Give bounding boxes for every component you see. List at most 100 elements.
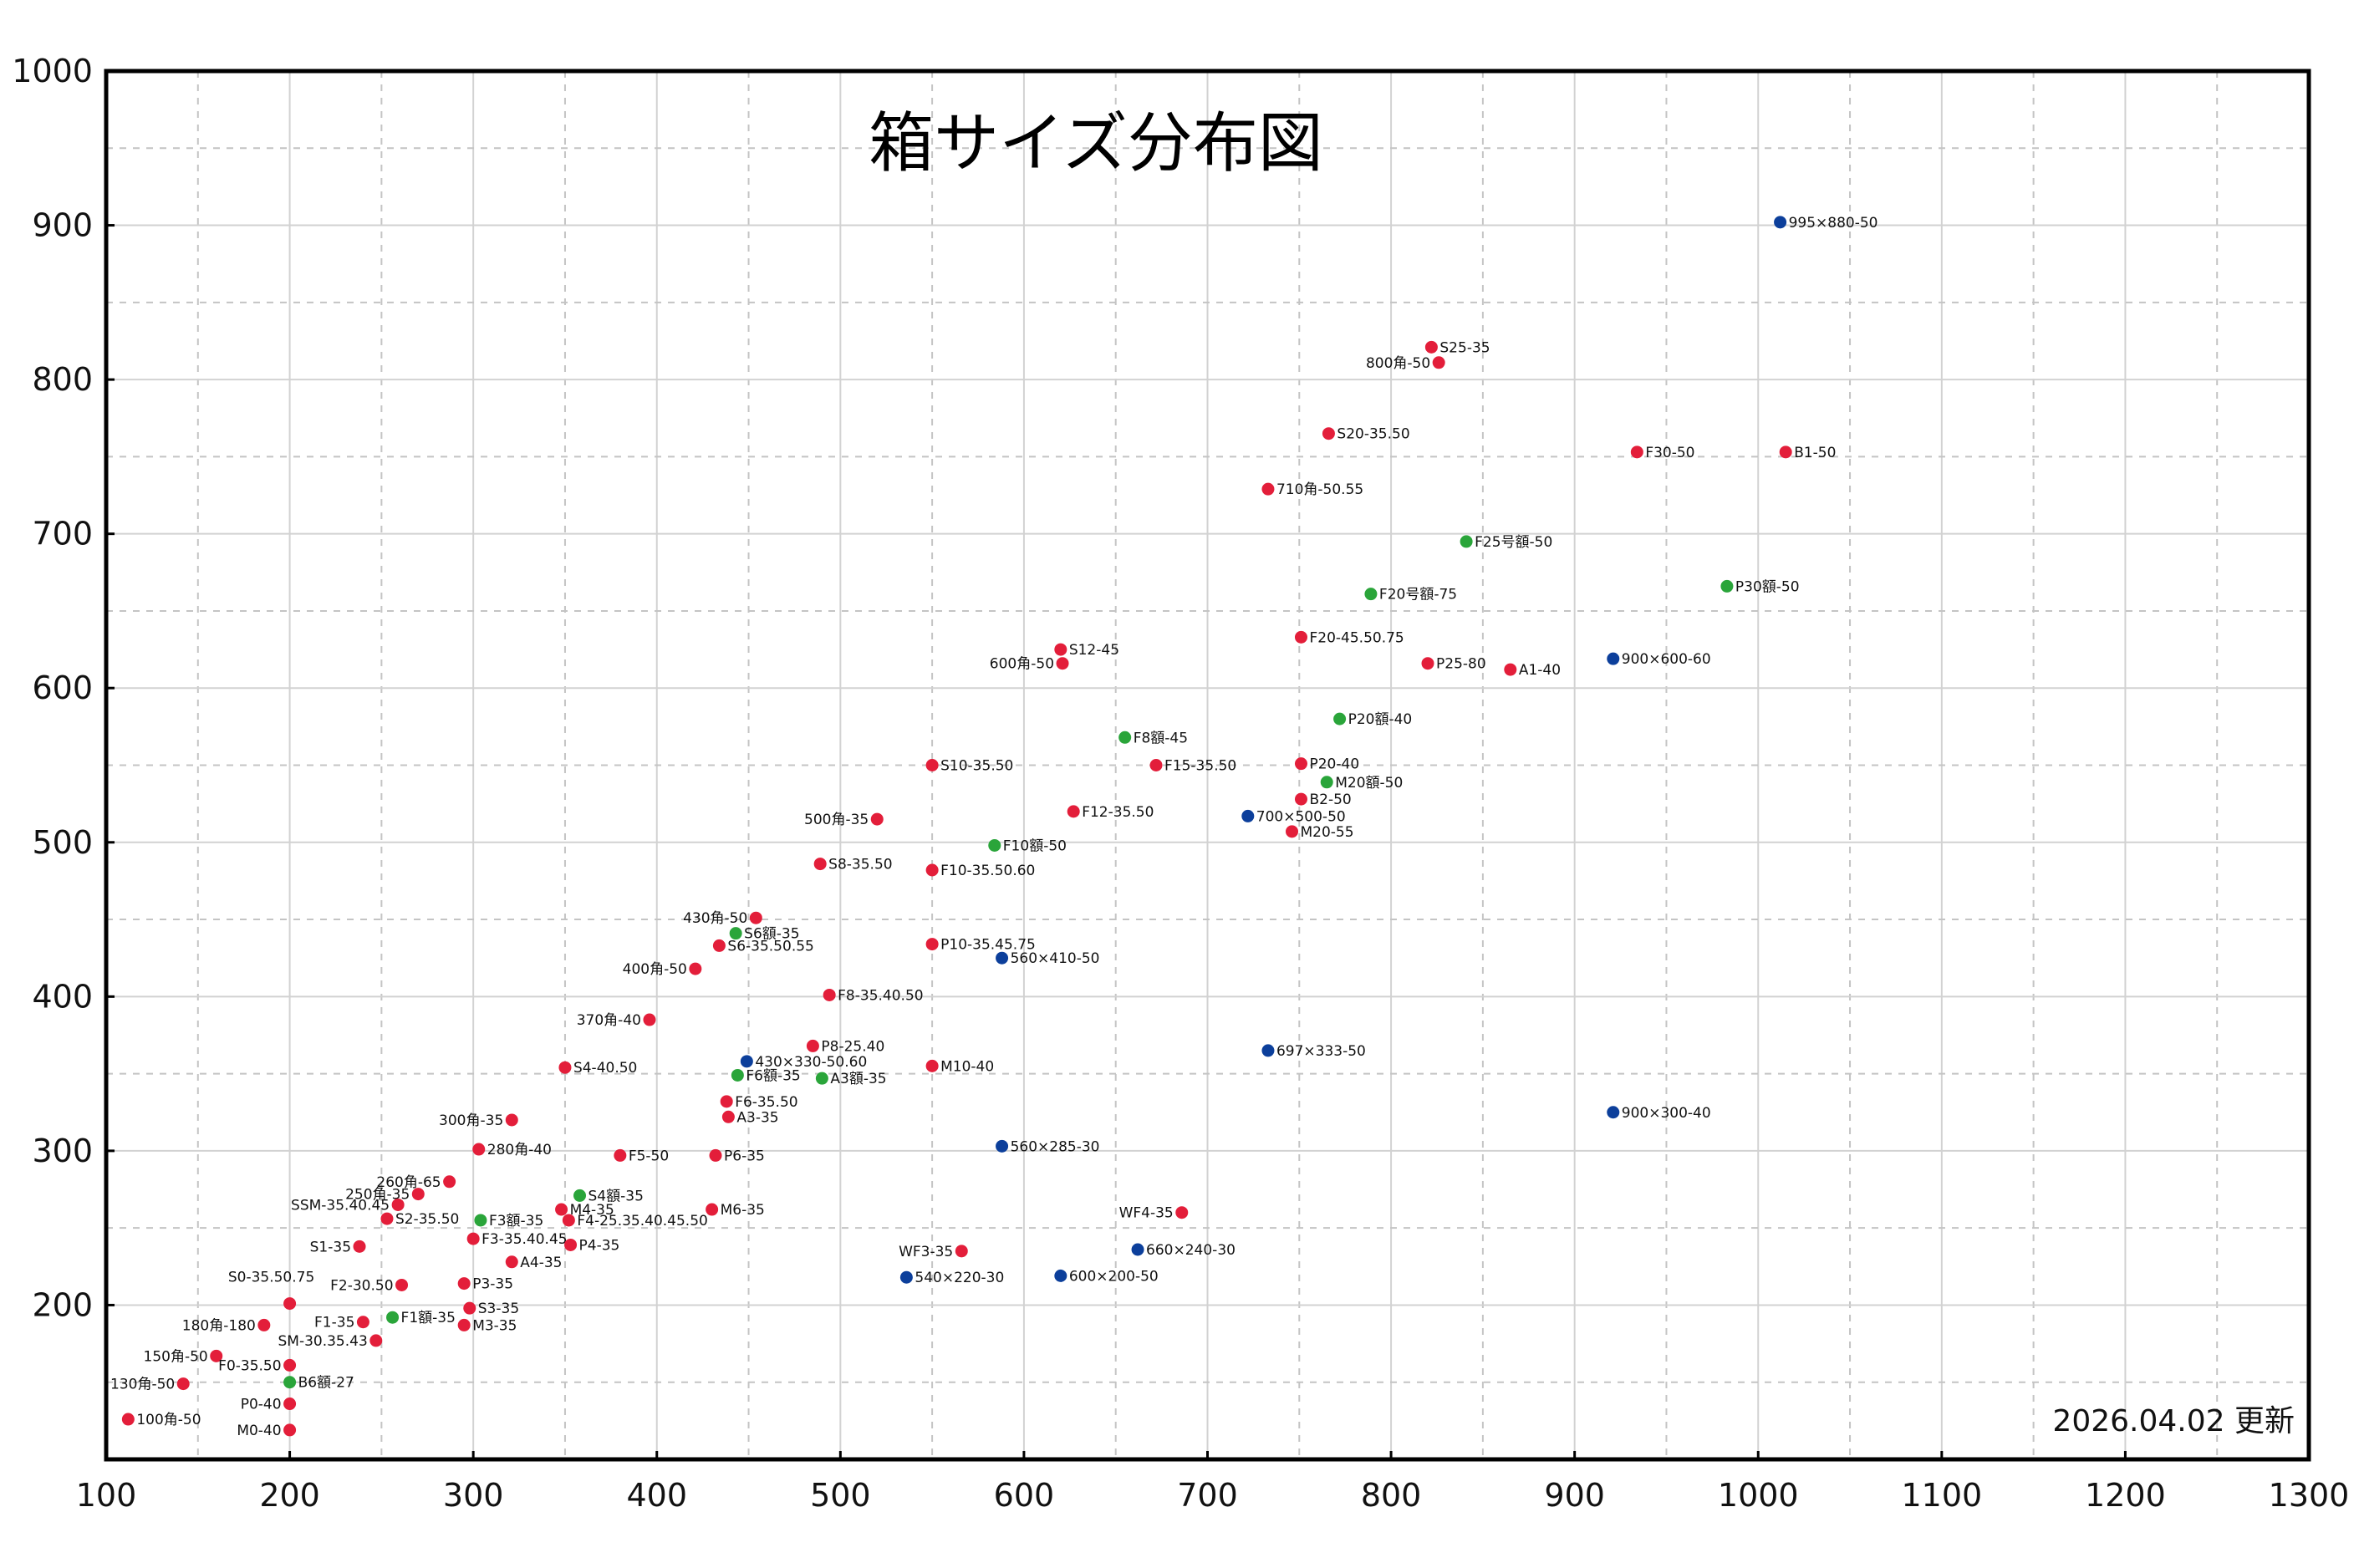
data-point-label: WF4-35	[1119, 1205, 1174, 1222]
data-point: F10額-50	[988, 837, 1067, 854]
data-point: F3-35.40.45	[466, 1231, 568, 1248]
data-point-label: B2-50	[1309, 792, 1351, 808]
data-point-label: 697×333-50	[1276, 1043, 1366, 1060]
data-point-label: F10-35.50.60	[940, 863, 1035, 879]
data-point-label: F6-35.50	[735, 1094, 797, 1111]
y-tick-label: 200	[32, 1286, 93, 1323]
y-tick-label: 900	[32, 207, 93, 244]
y-tick-label: 800	[32, 361, 93, 398]
data-point-label: S6額-35	[744, 926, 799, 943]
data-point-label: 800角-50	[1366, 355, 1430, 372]
data-point-marker-red	[749, 911, 762, 924]
data-point: A4-35	[505, 1255, 562, 1271]
data-point-label: 100角-50	[136, 1412, 201, 1428]
data-point: F30-50	[1630, 445, 1695, 461]
data-point: M20額-50	[1320, 775, 1403, 792]
data-point-label: F1-35	[314, 1315, 354, 1331]
data-point: 800角-50	[1366, 355, 1445, 372]
data-point: F20-45.50.75	[1294, 629, 1404, 646]
data-point: S6-35.50.55	[712, 938, 814, 955]
data-point-marker-red	[562, 1214, 575, 1227]
data-point-label: 560×410-50	[1011, 950, 1100, 967]
data-point-marker-red	[1504, 663, 1517, 676]
data-point: S3-35	[463, 1301, 519, 1317]
data-point-marker-green	[1320, 776, 1333, 789]
data-point-marker-red	[457, 1277, 471, 1291]
data-point: 600角-50	[990, 656, 1069, 673]
data-point-marker-red	[555, 1203, 568, 1216]
data-point-marker-red	[283, 1358, 297, 1372]
data-point-marker-red	[1261, 482, 1275, 496]
data-point-label: 995×880-50	[1789, 215, 1878, 232]
data-point: 995×880-50	[1774, 215, 1878, 232]
x-tick-label: 500	[810, 1477, 871, 1514]
data-point: P25-80	[1421, 656, 1486, 673]
data-point: F15-35.50	[1149, 758, 1236, 775]
data-point: A1-40	[1504, 662, 1561, 679]
data-point-marker-red	[443, 1175, 456, 1189]
data-point: 710角-50.55	[1261, 481, 1363, 498]
data-point-label: B1-50	[1794, 445, 1836, 461]
data-point: 300角-35	[439, 1112, 518, 1129]
data-point: P0-40	[241, 1397, 297, 1413]
data-point-marker-red	[614, 1148, 627, 1162]
x-tick-label: 900	[1544, 1477, 1605, 1514]
data-point: B2-50	[1294, 792, 1352, 808]
data-point-marker-red	[1067, 805, 1080, 818]
data-point: 660×240-30	[1131, 1242, 1236, 1259]
y-tick-label: 300	[32, 1133, 93, 1169]
data-point-label: M6-35	[721, 1202, 765, 1219]
data-point: F8-35.40.50	[823, 987, 924, 1004]
data-point: P4-35	[564, 1237, 619, 1254]
data-point: 600×200-50	[1054, 1268, 1159, 1285]
data-point-label: 900×300-40	[1622, 1105, 1711, 1122]
data-point-label: P20-40	[1309, 756, 1359, 773]
data-point-label: F3-35.40.45	[481, 1231, 567, 1248]
data-point: S0-35.50.75	[228, 1270, 314, 1311]
data-point: 560×285-30	[996, 1138, 1099, 1155]
data-point-marker-red	[457, 1318, 471, 1331]
data-point-marker-green	[988, 838, 1001, 852]
data-point-marker-red	[1779, 445, 1792, 459]
data-point-marker-red	[1149, 759, 1163, 771]
data-point-marker-red	[955, 1245, 968, 1258]
data-point-label: P10-35.45.75	[940, 937, 1036, 954]
data-point-marker-blue	[1241, 809, 1255, 822]
data-point: 180角-180	[182, 1317, 271, 1334]
data-point: F3額-35	[474, 1213, 543, 1229]
data-point-label: S8-35.50	[828, 857, 892, 873]
data-point-marker-red	[689, 962, 702, 975]
data-point-label: M10-40	[940, 1058, 994, 1075]
data-point-label: P3-35	[472, 1276, 513, 1293]
data-point-label: M4-35	[570, 1202, 614, 1219]
data-point-marker-red	[709, 1148, 722, 1162]
data-point-marker-red	[391, 1198, 405, 1211]
data-point-marker-blue	[899, 1270, 913, 1284]
data-point-marker-red	[1294, 757, 1307, 771]
x-tick-label: 200	[259, 1477, 320, 1514]
data-point: 500角-35	[804, 812, 884, 828]
data-point-marker-blue	[1131, 1243, 1144, 1256]
data-point-label: F3額-35	[489, 1213, 543, 1229]
data-point-label: 400角-50	[623, 961, 687, 978]
data-point: P6-35	[709, 1148, 765, 1164]
data-point: M4-35	[555, 1202, 614, 1219]
data-point-marker-red	[712, 939, 726, 952]
data-point-label: S4-40.50	[573, 1060, 637, 1077]
data-point-marker-red	[1421, 657, 1434, 670]
data-point-label: 300角-35	[439, 1112, 503, 1129]
data-point-label: F10額-50	[1003, 837, 1067, 854]
data-point-marker-green	[729, 927, 742, 940]
data-point-label: F0-35.50	[218, 1357, 281, 1374]
data-point-marker-blue	[1054, 1269, 1067, 1282]
data-point-label: SSM-35.40.45	[291, 1197, 390, 1214]
data-point-label: 430×330-50.60	[755, 1054, 867, 1071]
data-point: WF4-35	[1119, 1205, 1189, 1222]
data-point-label: M20額-50	[1335, 775, 1403, 792]
data-point-marker-red	[283, 1297, 297, 1311]
data-point-marker-red	[1054, 643, 1067, 656]
data-point-marker-red	[925, 938, 939, 951]
data-point-marker-red	[466, 1232, 480, 1245]
data-point-marker-green	[1460, 535, 1473, 548]
